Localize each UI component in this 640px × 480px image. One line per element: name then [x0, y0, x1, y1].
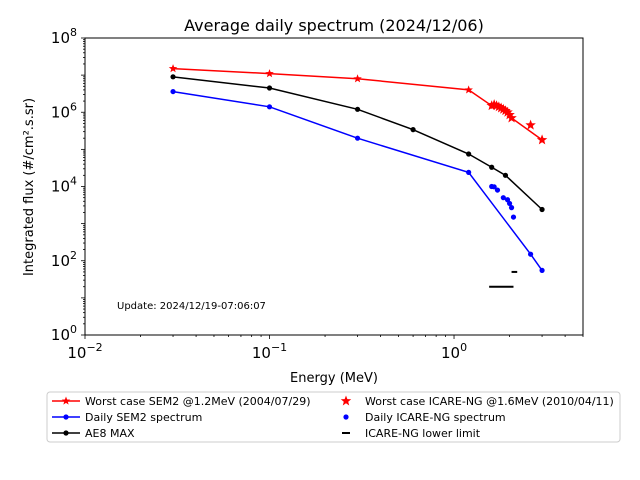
data-point: [486, 100, 497, 111]
legend-swatch-marker: [340, 395, 352, 406]
data-point: [170, 74, 176, 80]
data-point: [527, 251, 534, 257]
legend-item: ICARE-NG lower limit: [342, 427, 481, 440]
x-axis: 10−2 10−1 100: [67, 335, 584, 362]
legend-label: Worst case ICARE-NG @1.6MeV (2010/04/11): [365, 395, 614, 408]
legend-swatch-marker: [63, 414, 69, 420]
legend-swatch-marker: [61, 396, 71, 405]
x-axis-label: Energy (MeV): [290, 371, 378, 386]
legend-label: Worst case SEM2 @1.2MeV (2004/07/29): [85, 395, 310, 408]
data-point: [525, 119, 536, 130]
update-annotation: Update: 2024/12/19-07:06:07: [117, 301, 266, 312]
y-tick-label: 102: [51, 249, 77, 270]
series-line: [172, 90, 543, 271]
data-point: [502, 106, 513, 117]
data-point: [498, 103, 509, 114]
data-point: [506, 112, 517, 123]
data-point: [353, 74, 362, 83]
data-point: [410, 127, 416, 133]
series-worst-case-icare-ng-1-6mev-2010-04-11: [486, 99, 548, 145]
data-point: [539, 206, 545, 213]
data-point: [536, 134, 548, 145]
data-point: [500, 195, 506, 201]
legend-item: Worst case ICARE-NG @1.6MeV (2010/04/11): [340, 395, 614, 408]
data-point: [266, 104, 273, 110]
series-icare-ng-lower-limit: [489, 270, 518, 288]
x-tick-label: 100: [441, 341, 467, 362]
x-tick-label: 10−2: [67, 341, 102, 362]
data-point: [502, 172, 509, 178]
legend-label: AE8 MAX: [85, 427, 135, 440]
x-tick-label: 10−1: [252, 341, 287, 362]
data-point: [489, 164, 495, 170]
plot-area: [168, 64, 548, 288]
legend-label: Daily ICARE-NG spectrum: [365, 411, 506, 424]
data-point: [354, 135, 361, 141]
data-point: [494, 187, 501, 193]
data-point: [508, 205, 515, 211]
legend-label: ICARE-NG lower limit: [365, 427, 481, 440]
data-point: [265, 69, 274, 78]
data-point: [510, 214, 517, 220]
legend-box: [46, 391, 621, 443]
data-point: [266, 85, 273, 91]
series-daily-icare-ng-spectrum: [489, 183, 517, 220]
data-point: [500, 105, 511, 116]
data-point: [539, 267, 545, 273]
y-axis: 100 102 104 106 108: [51, 26, 85, 344]
legend-item: Daily SEM2 spectrum: [52, 411, 202, 424]
series-line: [172, 76, 543, 211]
data-point: [354, 106, 361, 112]
data-point: [491, 184, 497, 190]
legend-label: Daily SEM2 spectrum: [85, 411, 202, 424]
y-tick-label: 104: [51, 175, 77, 196]
chart-title: Average daily spectrum (2024/12/06): [184, 16, 484, 35]
data-point: [168, 64, 178, 73]
y-axis-label: Integrated flux (#/cm².s.sr): [22, 98, 37, 276]
y-tick-label: 106: [51, 100, 77, 121]
legend-swatch-marker: [343, 414, 349, 420]
data-point: [504, 109, 515, 120]
legend-swatch-marker: [63, 430, 69, 436]
series-daily-sem2-spectrum: [170, 88, 545, 273]
data-point: [464, 85, 473, 94]
series-ae8-max: [170, 74, 545, 213]
y-tick-label: 108: [51, 26, 77, 47]
legend: Worst case SEM2 @1.2MeV (2004/07/29) Dail…: [46, 391, 621, 443]
data-point: [170, 88, 176, 95]
data-point: [506, 200, 513, 207]
legend-item: Daily ICARE-NG spectrum: [343, 411, 506, 424]
legend-item: Worst case SEM2 @1.2MeV (2004/07/29): [52, 395, 310, 408]
data-point: [466, 169, 472, 175]
y-tick-label: 100: [51, 323, 77, 344]
data-point: [466, 151, 472, 157]
legend-item: AE8 MAX: [52, 427, 135, 440]
